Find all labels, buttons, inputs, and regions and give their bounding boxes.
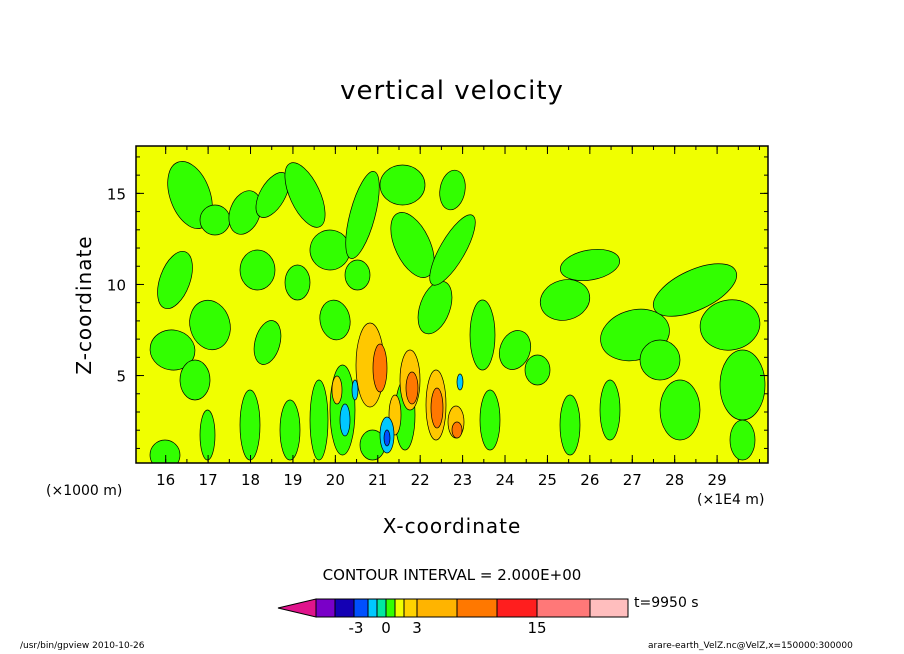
negative-region [639, 339, 681, 381]
positive-cell [331, 375, 343, 405]
x-tick-label: 24 [495, 471, 514, 489]
negative-region [439, 169, 466, 211]
x-tick-label: 16 [156, 471, 175, 489]
x-unit-right: (×1E4 m) [697, 492, 765, 508]
x-tick-label: 19 [283, 471, 302, 489]
negative-region [149, 439, 181, 463]
positive-cell [451, 421, 463, 439]
colorbar-segment [367, 598, 378, 618]
negative-region [279, 399, 301, 461]
x-axis-label: X-coordinate [382, 514, 522, 538]
contour-interval-label: CONTOUR INTERVAL = 2.000E+00 [322, 566, 582, 584]
negative-region [539, 279, 591, 321]
negative-cell [456, 373, 464, 391]
colorbar-segment [536, 598, 591, 618]
colorbar-label: 15 [527, 619, 546, 637]
negative-region [729, 419, 756, 461]
negative-region [239, 389, 261, 461]
y-tick-label: 5 [116, 368, 126, 386]
negative-region [429, 214, 476, 286]
colorbar-segment [394, 598, 405, 618]
negative-region [284, 162, 326, 228]
negative-region [417, 280, 453, 335]
negative-region [239, 249, 276, 291]
positive-cell [405, 371, 419, 405]
colorbar-label: 3 [412, 619, 422, 637]
positive-cell [430, 387, 444, 429]
negative-region [469, 299, 496, 371]
x-tick-label: 21 [368, 471, 387, 489]
negative-region [253, 320, 282, 365]
x-tick-label: 26 [580, 471, 599, 489]
axes: 16 17 18 19 20 21 22 23 24 25 26 27 28 29 5 10 15 [107, 146, 768, 489]
negative-cell [383, 429, 391, 447]
negative-region [699, 299, 761, 351]
negative-region [319, 299, 351, 341]
colorbar-segment [334, 598, 355, 618]
y-tick-label: 15 [107, 185, 126, 203]
negative-region [284, 264, 311, 301]
x-tick-label: 18 [241, 471, 260, 489]
negative-region [309, 379, 329, 461]
colorbar-segment [315, 598, 336, 618]
negative-region [390, 212, 435, 278]
colorbar-segment [416, 598, 458, 618]
x-tick-label: 22 [411, 471, 430, 489]
negative-region [179, 359, 211, 401]
x-tick-label: 17 [199, 471, 218, 489]
negative-region [345, 171, 380, 259]
colorbar-segment [589, 598, 629, 618]
contour-field [136, 146, 768, 463]
colorbar-segment [496, 598, 538, 618]
negative-region [149, 329, 196, 371]
time-label: t=9950 s [634, 595, 699, 611]
colorbar-triangle-low [277, 598, 317, 618]
negative-region [652, 263, 738, 317]
negative-region [189, 299, 231, 351]
negative-region [479, 389, 501, 451]
negative-region [559, 248, 621, 282]
negative-region [379, 164, 426, 206]
x-tick-label: 20 [326, 471, 345, 489]
colorbar-segment [385, 598, 396, 618]
negative-region [344, 259, 371, 291]
x-tick-label: 28 [665, 471, 684, 489]
negative-region [599, 379, 621, 441]
x-unit-left: (×1000 m) [46, 483, 123, 499]
negative-cell [339, 403, 351, 437]
footer-source: arare-earth_VelZ.nc@VelZ,x=150000:300000 [648, 641, 853, 651]
colorbar-segment [403, 598, 418, 618]
negative-region [157, 250, 193, 310]
x-tick-label: 25 [538, 471, 557, 489]
negative-region [228, 190, 262, 235]
chart-title: vertical velocity [340, 76, 564, 106]
negative-region [559, 394, 581, 456]
negative-region [199, 409, 216, 461]
negative-region [524, 354, 551, 386]
negative-region [659, 379, 701, 441]
x-tick-label: 27 [623, 471, 642, 489]
x-tick-label: 29 [708, 471, 727, 489]
negative-region [199, 204, 231, 236]
positive-cell [372, 343, 388, 393]
footer-program-date: /usr/bin/gpview 2010-10-26 [20, 641, 145, 651]
plot-frame [135, 145, 769, 464]
colorbar-label: -3 [349, 619, 364, 637]
y-tick-label: 10 [107, 276, 126, 294]
colorbar-segment [456, 598, 498, 618]
negative-region [719, 349, 766, 421]
colorbar-label: 0 [381, 619, 391, 637]
colorbar-segment [376, 598, 387, 618]
colorbar-segment [353, 598, 369, 618]
colorbar: -3 0 3 15 [277, 598, 629, 637]
negative-region [498, 330, 532, 370]
negative-cell [351, 379, 359, 401]
x-tick-label: 23 [453, 471, 472, 489]
